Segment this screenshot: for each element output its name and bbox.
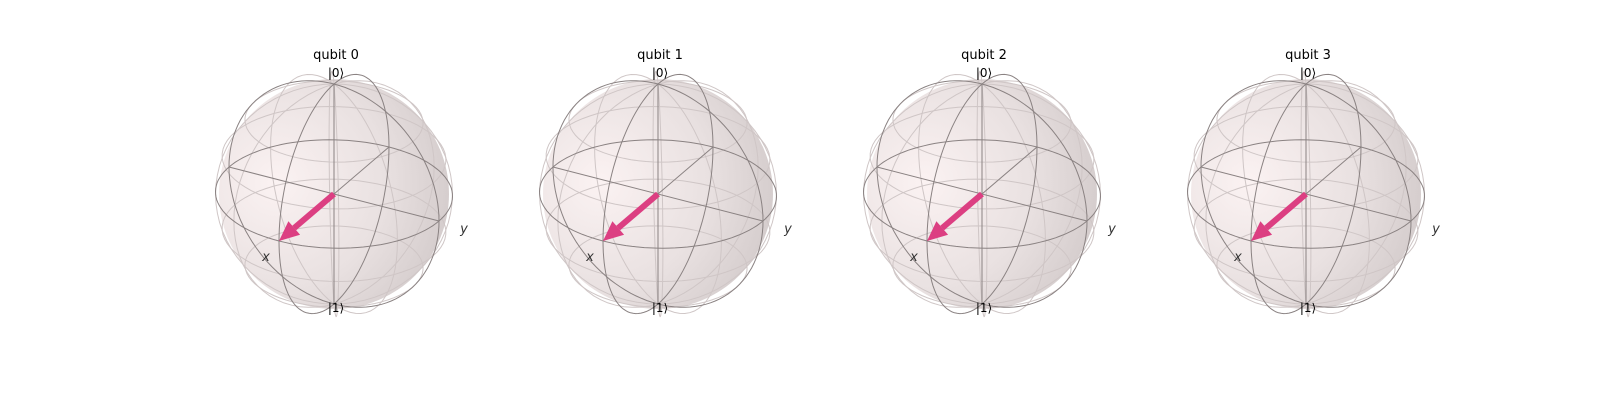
bloch-sphere-qubit-3: qubit 3 |0⟩ |1⟩ x y — [1186, 48, 1440, 318]
ket-zero-label: |0⟩ — [976, 66, 992, 80]
state-vector-arrow — [927, 191, 984, 241]
state-vector-shaft — [1264, 191, 1308, 231]
y-axis-label: y — [1431, 222, 1440, 237]
state-vector-arrow — [603, 191, 660, 241]
state-vector-shaft — [292, 191, 336, 231]
ket-zero-label: |0⟩ — [652, 66, 668, 80]
ket-zero-label: |0⟩ — [1300, 66, 1316, 80]
state-vector-shaft — [616, 191, 660, 231]
x-axis-label: x — [261, 250, 270, 265]
sphere-title: qubit 2 — [961, 48, 1007, 63]
ket-zero-label: |0⟩ — [328, 66, 344, 80]
bloch-sphere-qubit-2: qubit 2 |0⟩ |1⟩ x y — [862, 48, 1116, 318]
state-vector-head — [927, 221, 949, 241]
state-vector-shaft — [940, 191, 984, 231]
ket-one-label: |1⟩ — [328, 301, 344, 315]
sphere-title: qubit 1 — [637, 48, 683, 63]
ket-one-label: |1⟩ — [652, 301, 668, 315]
sphere-title: qubit 3 — [1285, 48, 1331, 63]
bloch-sphere-qubit-0: qubit 0 |0⟩ |1⟩ x y — [214, 48, 468, 318]
bloch-sphere-qubit-1: qubit 1 |0⟩ |1⟩ x y — [538, 48, 792, 318]
state-vector-arrow — [1251, 191, 1308, 241]
state-vector-arrow — [279, 191, 336, 241]
state-vector-head — [279, 221, 301, 241]
y-axis-label: y — [783, 222, 792, 237]
y-axis-label: y — [1107, 222, 1116, 237]
x-axis-label: x — [1233, 250, 1242, 265]
x-axis-label: x — [585, 250, 594, 265]
ket-one-label: |1⟩ — [976, 301, 992, 315]
ket-one-label: |1⟩ — [1300, 301, 1316, 315]
sphere-title: qubit 0 — [313, 48, 359, 63]
state-vector-head — [603, 221, 625, 241]
x-axis-label: x — [909, 250, 918, 265]
y-axis-label: y — [459, 222, 468, 237]
state-vector-head — [1251, 221, 1273, 241]
